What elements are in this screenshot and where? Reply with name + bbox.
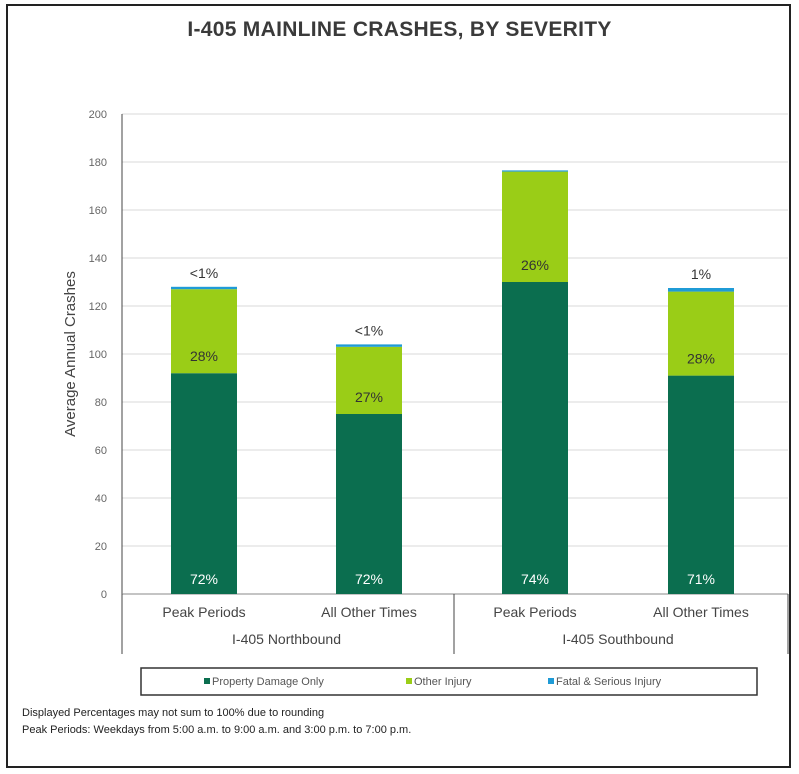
data-label: 72% <box>190 571 218 587</box>
y-axis-label: Average Annual Crashes <box>62 271 79 437</box>
bar-segment <box>171 373 237 594</box>
x-category-label: All Other Times <box>653 604 749 620</box>
note-rounding: Displayed Percentages may not sum to 100… <box>22 707 325 719</box>
y-tick-label: 120 <box>89 301 107 313</box>
bar-segment <box>336 344 402 347</box>
data-label: 28% <box>687 351 715 367</box>
chart-title: I-405 MAINLINE CRASHES, BY SEVERITY <box>187 18 612 41</box>
y-tick-label: 80 <box>95 397 107 409</box>
bar-segment <box>502 170 568 172</box>
legend-swatch <box>204 678 210 684</box>
legend-entry: Other Injury <box>414 676 472 688</box>
bar-segment <box>668 375 734 594</box>
bar-segment <box>171 289 237 374</box>
legend-box <box>140 667 758 696</box>
data-label: 28% <box>190 348 218 364</box>
data-label: 26% <box>521 257 549 273</box>
legend-swatch <box>406 678 412 684</box>
y-tick-label: 180 <box>89 157 107 169</box>
y-tick-label: 20 <box>95 541 107 553</box>
x-category-label: Peak Periods <box>162 604 245 620</box>
bar-segment <box>668 291 734 376</box>
x-category-label: Peak Periods <box>493 604 576 620</box>
data-label: 27% <box>355 389 383 405</box>
data-label: <1% <box>355 322 383 338</box>
bar-segment <box>502 171 568 282</box>
x-category-label: All Other Times <box>321 604 417 620</box>
bar-segment <box>668 288 734 292</box>
y-tick-label: 0 <box>101 589 107 601</box>
legend-swatch <box>548 678 554 684</box>
bar-segment <box>336 346 402 414</box>
bar-segment <box>502 282 568 594</box>
bar-segment <box>336 414 402 594</box>
legend-entry: Property Damage Only <box>212 676 324 688</box>
y-tick-label: 140 <box>89 253 107 265</box>
bar-segment <box>171 286 237 290</box>
data-label: 72% <box>355 571 383 587</box>
x-group-label: I-405 Northbound <box>232 631 341 647</box>
data-label: 1% <box>691 266 711 282</box>
y-tick-label: 60 <box>95 445 107 457</box>
y-tick-label: 200 <box>89 109 107 121</box>
data-label: <1% <box>190 265 218 281</box>
y-tick-label: 160 <box>89 205 107 217</box>
x-group-label: I-405 Southbound <box>562 631 673 647</box>
data-label: 71% <box>687 571 715 587</box>
y-tick-label: 40 <box>95 493 107 505</box>
legend-entry: Fatal & Serious Injury <box>556 676 662 688</box>
data-label: 74% <box>521 571 549 587</box>
y-tick-label: 100 <box>89 349 107 361</box>
note-peak-periods: Peak Periods: Weekdays from 5:00 a.m. to… <box>22 724 412 736</box>
